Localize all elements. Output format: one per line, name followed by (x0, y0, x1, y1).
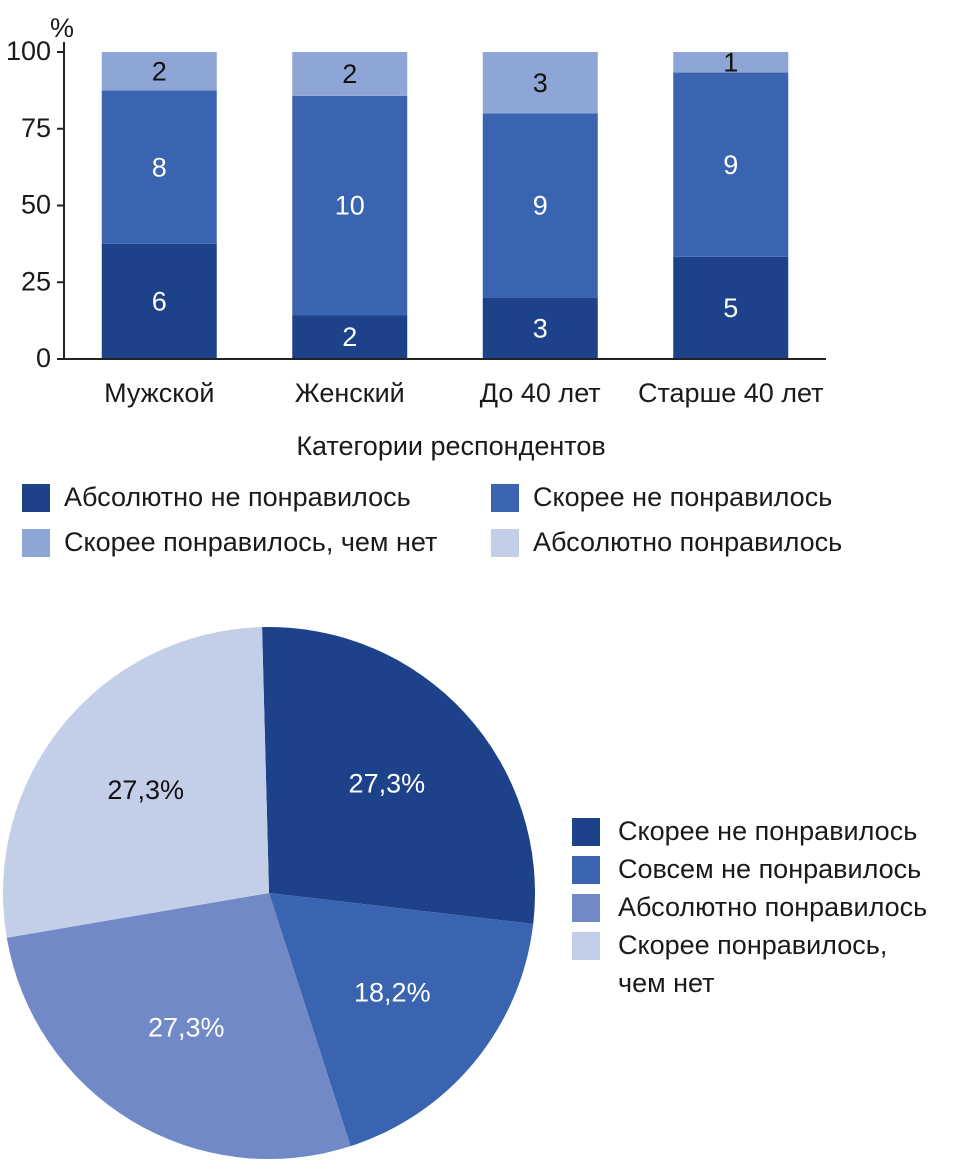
pie-slice-label: 27,3% (148, 1013, 225, 1043)
pie-slice (6, 893, 351, 1159)
y-tick-label: 25 (21, 266, 51, 296)
pie-slice (262, 626, 536, 924)
stacked-bar-chart: 6 8 2 Мужской 2 10 2 Женский 3 9 3 До 40 лет 5 9 1 Стар… (6, 13, 842, 557)
bar-data-label: 2 (152, 56, 167, 86)
y-tick-label: 75 (21, 113, 51, 143)
bar-data-label: 3 (533, 313, 548, 343)
x-tick-label: Мужской (104, 378, 214, 408)
legend-swatch (22, 484, 50, 512)
bar-data-label: 3 (533, 68, 548, 98)
legend-label: Скорее не понравилось (533, 482, 832, 512)
y-tick-label: 0 (36, 343, 51, 373)
bar-segment (101, 243, 217, 359)
legend-label-line: чем нет (618, 968, 715, 998)
legend-label-line: Скорее понравилось, (618, 930, 887, 960)
bar-data-label: 1 (723, 47, 738, 77)
legend-swatch (572, 932, 600, 960)
legend-label: Совсем не понравилось (618, 854, 921, 884)
bar-segment (673, 52, 789, 73)
y-axis-label: % (50, 13, 74, 43)
pie-slice-label: 27,3% (349, 768, 426, 798)
bar-segment (482, 52, 598, 114)
legend-label: Скорее понравилось, чем нет (618, 930, 887, 998)
bar-data-label: 10 (335, 191, 365, 221)
bar-segment (101, 90, 217, 244)
pie-slice (269, 893, 534, 1147)
bar-segment (482, 297, 598, 359)
legend-label: Скорее не понравилось (618, 816, 917, 846)
pie-chart: 27,3% 18,2% 27,3% 27,3% Скорее не понравилос… (2, 626, 927, 1159)
bar-segment (292, 315, 408, 359)
bar-data-label: 2 (342, 322, 357, 352)
y-tick-label: 100 (6, 36, 51, 66)
pie-slice-label: 18,2% (354, 977, 431, 1007)
bar-segment (673, 72, 789, 257)
legend-swatch (491, 529, 519, 557)
bar-data-label: 8 (152, 152, 167, 182)
x-tick-label: Женский (295, 378, 405, 408)
pie-slice-label: 27,3% (107, 775, 184, 805)
bar-data-label: 9 (533, 191, 548, 221)
bar-data-label: 2 (342, 59, 357, 89)
legend-swatch (491, 484, 519, 512)
bar-data-label: 6 (152, 287, 167, 317)
legend-swatch (572, 856, 600, 884)
bar-data-label: 9 (723, 150, 738, 180)
bar-segment (292, 95, 408, 316)
x-tick-label: До 40 лет (480, 378, 601, 408)
legend-swatch (572, 818, 600, 846)
bar-segment (292, 52, 408, 96)
y-tick-label: 50 (21, 190, 51, 220)
legend-swatch (22, 529, 50, 557)
bar-segment (482, 113, 598, 298)
legend-swatch (572, 894, 600, 922)
bar-segment (673, 256, 789, 359)
legend-label: Скорее понравилось, чем нет (64, 527, 437, 557)
bar-data-label: 5 (723, 293, 738, 323)
legend-label: Абсолютно понравилось (533, 527, 842, 557)
x-axis-label: Категории респондентов (296, 431, 605, 461)
x-tick-label: Старше 40 лет (638, 378, 824, 408)
legend-label: Абсолютно не понравилось (64, 482, 411, 512)
bar-segment (101, 52, 217, 91)
legend-label: Абсолютно понравилось (618, 892, 927, 922)
pie-slice (2, 627, 269, 938)
